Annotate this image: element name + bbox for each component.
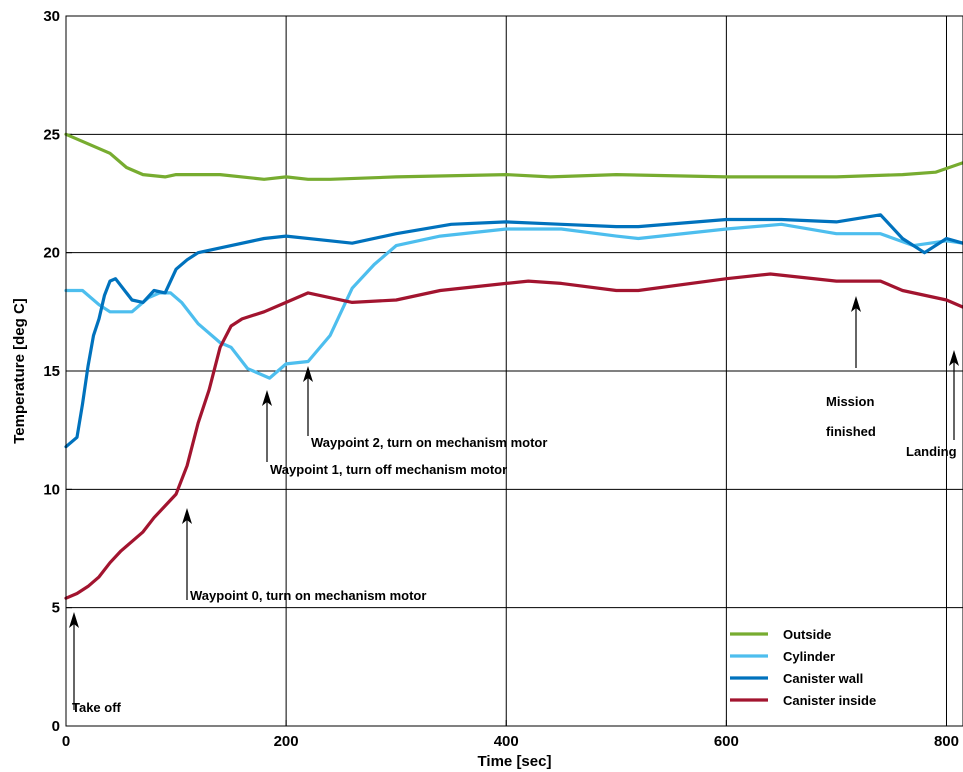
annotation-text: Waypoint 0, turn on mechanism motor <box>190 588 426 603</box>
legend-label: Canister wall <box>783 671 863 686</box>
legend-item: Canister wall <box>730 671 863 686</box>
legend: Outside Cylinder Canister wall Canister ins… <box>730 627 876 708</box>
x-tick-label: 400 <box>494 733 519 750</box>
annotations: Take off Waypoint 0, turn on mechanism mo… <box>69 296 959 715</box>
annotation-arrow-head <box>182 508 192 524</box>
x-tick-label: 800 <box>934 733 959 750</box>
annotation-text: Mission finished <box>826 394 876 439</box>
y-axis-label: Temperature [deg C] <box>11 298 28 444</box>
plot-frame <box>65 15 963 727</box>
tick-labels: 0 200 400 600 800 0 5 10 15 20 25 30 <box>43 8 959 750</box>
y-tick-label: 5 <box>52 600 60 617</box>
annotation: Waypoint 0, turn on mechanism motor <box>182 508 426 603</box>
annotation-arrow-head <box>69 612 79 628</box>
series-line-outside <box>64 132 963 181</box>
x-tick-label: 600 <box>714 733 739 750</box>
annotation-arrow-head <box>303 366 313 382</box>
series-line-canister-inside <box>64 272 963 600</box>
annotation-text: Waypoint 1, turn off mechanism motor <box>270 462 507 477</box>
x-tick-label: 200 <box>274 733 299 750</box>
annotation-text: Take off <box>72 700 122 715</box>
annotation: Waypoint 2, turn on mechanism motor <box>303 366 547 450</box>
y-tick-label: 15 <box>43 363 60 380</box>
annotation-text: Waypoint 2, turn on mechanism motor <box>311 435 547 450</box>
legend-item: Cylinder <box>730 649 835 664</box>
x-tick-label: 0 <box>62 733 70 750</box>
legend-item: Canister inside <box>730 693 876 708</box>
y-tick-label: 30 <box>43 8 60 25</box>
y-tick-label: 20 <box>43 245 60 262</box>
series-lines <box>64 132 963 600</box>
y-tick-label: 0 <box>52 718 60 735</box>
annotation-arrow-head <box>851 296 861 312</box>
legend-label: Canister inside <box>783 693 876 708</box>
legend-label: Outside <box>783 627 831 642</box>
annotation: Take off <box>69 612 122 715</box>
y-tick-label: 25 <box>43 126 60 143</box>
annotation: Mission finished <box>826 296 876 439</box>
series-line-cylinder <box>64 222 963 380</box>
series-line-canister-wall <box>64 213 963 449</box>
x-axis-label: Time [sec] <box>478 753 552 770</box>
legend-item: Outside <box>730 627 831 642</box>
grid <box>65 15 963 727</box>
y-tick-label: 10 <box>43 481 60 498</box>
annotation-text: Landing <box>906 444 957 459</box>
annotation: Waypoint 1, turn off mechanism motor <box>262 390 507 477</box>
legend-label: Cylinder <box>783 649 835 664</box>
annotation-arrow-head <box>949 350 959 366</box>
annotation: Landing <box>906 350 959 459</box>
annotation-arrow-head <box>262 390 272 406</box>
